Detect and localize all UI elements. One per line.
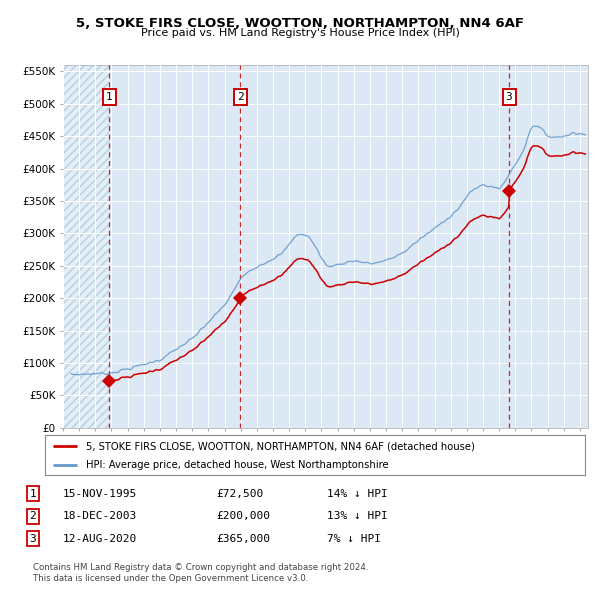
Text: 7% ↓ HPI: 7% ↓ HPI (327, 534, 381, 543)
Text: 3: 3 (506, 92, 512, 102)
Text: £72,500: £72,500 (216, 489, 263, 499)
Text: 18-DEC-2003: 18-DEC-2003 (63, 512, 137, 521)
Text: This data is licensed under the Open Government Licence v3.0.: This data is licensed under the Open Gov… (33, 574, 308, 583)
Text: £200,000: £200,000 (216, 512, 270, 521)
Text: 14% ↓ HPI: 14% ↓ HPI (327, 489, 388, 499)
Text: 12-AUG-2020: 12-AUG-2020 (63, 534, 137, 543)
Text: 5, STOKE FIRS CLOSE, WOOTTON, NORTHAMPTON, NN4 6AF (detached house): 5, STOKE FIRS CLOSE, WOOTTON, NORTHAMPTO… (86, 441, 475, 451)
Text: 1: 1 (29, 489, 37, 499)
Text: 15-NOV-1995: 15-NOV-1995 (63, 489, 137, 499)
Text: Price paid vs. HM Land Registry's House Price Index (HPI): Price paid vs. HM Land Registry's House … (140, 28, 460, 38)
Text: HPI: Average price, detached house, West Northamptonshire: HPI: Average price, detached house, West… (86, 460, 388, 470)
Text: 3: 3 (29, 534, 37, 543)
Text: 1: 1 (106, 92, 113, 102)
Text: 5, STOKE FIRS CLOSE, WOOTTON, NORTHAMPTON, NN4 6AF: 5, STOKE FIRS CLOSE, WOOTTON, NORTHAMPTO… (76, 17, 524, 30)
Text: Contains HM Land Registry data © Crown copyright and database right 2024.: Contains HM Land Registry data © Crown c… (33, 563, 368, 572)
Text: £365,000: £365,000 (216, 534, 270, 543)
Text: 13% ↓ HPI: 13% ↓ HPI (327, 512, 388, 521)
Text: 2: 2 (29, 512, 37, 521)
Text: 2: 2 (237, 92, 244, 102)
